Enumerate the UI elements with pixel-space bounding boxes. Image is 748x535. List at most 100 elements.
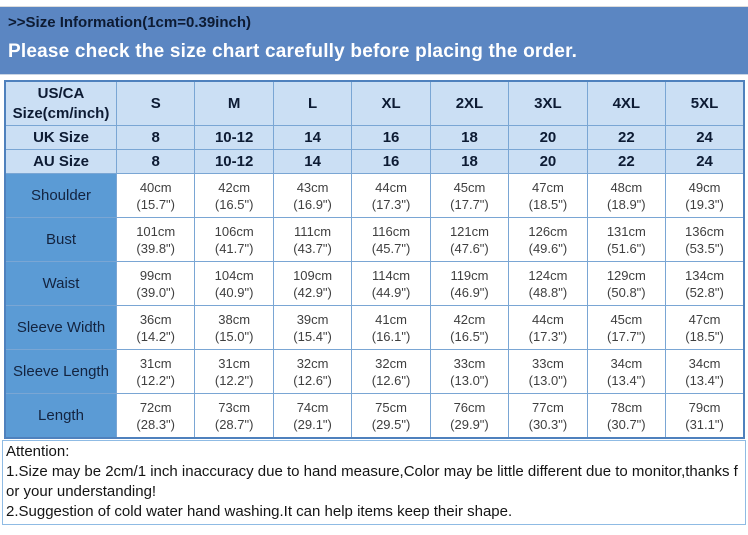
measurement-cell: 75cm (29.5") xyxy=(351,393,431,439)
inch-value: (45.7") xyxy=(371,240,411,256)
measurement-cell: 101cm (39.8") xyxy=(115,217,196,262)
cm-value: 72cm xyxy=(139,399,172,415)
cm-value: 38cm xyxy=(218,311,251,327)
cm-value: 76cm xyxy=(453,399,486,415)
size-column-header: XL xyxy=(351,80,431,126)
inch-value: (12.2") xyxy=(136,372,175,388)
inch-value: (17.7") xyxy=(607,328,646,344)
inch-value: (39.8") xyxy=(136,240,175,256)
cm-value: 49cm xyxy=(688,179,721,195)
size-value-cell: 22 xyxy=(586,125,667,150)
inch-value: (15.0") xyxy=(214,328,254,344)
measurement-row: Length 72cm (28.3") 73cm (28.7") 74cm (29.1") 7… xyxy=(4,393,745,439)
inch-value: (17.3") xyxy=(528,328,568,344)
measurement-cell: 39cm (15.4") xyxy=(272,305,353,350)
inch-value: (13.4") xyxy=(607,372,646,388)
corner-header-line1: US/CA xyxy=(37,85,85,102)
measurement-cell: 99cm (39.0") xyxy=(115,261,196,306)
inch-value: (49.6") xyxy=(528,240,568,256)
measurement-cell: 31cm (12.2") xyxy=(115,349,196,394)
cm-value: 104cm xyxy=(214,267,254,283)
measurement-label: Bust xyxy=(4,217,117,262)
measurement-cell: 124cm (48.8") xyxy=(508,261,588,306)
cm-value: 124cm xyxy=(528,267,568,283)
measurement-cell: 44cm (17.3") xyxy=(351,173,431,218)
cm-value: 34cm xyxy=(610,355,643,371)
corner-header-cell: US/CA Size(cm/inch) xyxy=(4,80,117,126)
inch-value: (28.7") xyxy=(214,416,254,432)
inch-value: (50.8") xyxy=(607,284,646,300)
size-conversion-row: UK Size 8 10-12 14 16 18 20 22 24 xyxy=(4,125,745,150)
cm-value: 45cm xyxy=(453,179,486,195)
cm-value: 78cm xyxy=(610,399,643,415)
cm-value: 47cm xyxy=(532,179,564,195)
inch-value: (39.0") xyxy=(136,284,175,300)
inch-value: (41.7") xyxy=(214,240,254,256)
measurement-cell: 114cm (44.9") xyxy=(351,261,431,306)
inch-value: (17.3") xyxy=(371,196,411,212)
cm-value: 77cm xyxy=(532,399,564,415)
size-column-header: L xyxy=(272,80,353,126)
cm-value: 34cm xyxy=(688,355,721,371)
measurement-cell: 131cm (51.6") xyxy=(586,217,667,262)
measurement-cell: 126cm (49.6") xyxy=(508,217,588,262)
measurement-cell: 45cm (17.7") xyxy=(429,173,510,218)
cm-value: 31cm xyxy=(218,355,251,371)
inch-value: (14.2") xyxy=(136,328,175,344)
attention-section: Attention: 1.Size may be 2cm/1 inch inac… xyxy=(2,440,746,525)
measurement-cell: 47cm (18.5") xyxy=(665,305,745,350)
measurement-label: Sleeve Width xyxy=(4,305,117,350)
measurement-row: Sleeve Length 31cm (12.2") 31cm (12.2") 32cm(… xyxy=(4,349,745,394)
cm-value: 47cm xyxy=(688,311,721,327)
size-column-header: M xyxy=(194,80,274,126)
inch-value: (42.9") xyxy=(293,284,332,300)
measurement-cell: 129cm (50.8") xyxy=(586,261,667,306)
size-value-cell: 10-12 xyxy=(194,149,274,174)
size-conversion-row: AU Size 8 10-12 14 16 18 20 22 24 xyxy=(4,149,745,174)
cm-value: 43cm xyxy=(296,179,329,195)
cm-value: 44cm xyxy=(532,311,564,327)
measurement-cell: 40cm (15.7") xyxy=(115,173,196,218)
measurement-cell: 78cm (30.7") xyxy=(586,393,667,439)
measurement-cell: 104cm (40.9") xyxy=(194,261,274,306)
measurement-cell: 41cm (16.1") xyxy=(351,305,431,350)
measurement-cell: 116cm (45.7") xyxy=(351,217,431,262)
measurement-label: Length xyxy=(4,393,117,439)
size-column-header: 5XL xyxy=(665,80,745,126)
cm-value: 31cm xyxy=(139,355,172,371)
cm-value: 101cm xyxy=(136,223,176,239)
cm-value: 40cm xyxy=(139,179,172,195)
cm-value: 48cm xyxy=(610,179,643,195)
measurement-row: Sleeve Width 36cm (14.2") 38cm (15.0") 39cm (1… xyxy=(4,305,745,350)
size-column-header: S xyxy=(115,80,196,126)
size-value-cell: 16 xyxy=(351,149,431,174)
measurement-cell: 121cm (47.6") xyxy=(429,217,510,262)
attention-heading: Attention: xyxy=(6,443,70,460)
size-value-cell: 14 xyxy=(272,125,353,150)
cm-value: 33cm xyxy=(532,355,564,371)
measurement-cell: 32cm (12.6") xyxy=(351,349,431,394)
measurement-cell: 47cm (18.5") xyxy=(508,173,588,218)
inch-value: (18.5") xyxy=(685,328,724,344)
inch-value: (13.4") xyxy=(685,372,724,388)
measurement-cell: 77cm (30.3") xyxy=(508,393,588,439)
measurement-cell: 48cm (18.9") xyxy=(586,173,667,218)
size-column-header: 4XL xyxy=(586,80,667,126)
size-value-cell: 14 xyxy=(272,149,353,174)
measurement-cell: 134cm (52.8") xyxy=(665,261,745,306)
size-column-header: 3XL xyxy=(508,80,588,126)
inch-value: (16.1") xyxy=(371,328,411,344)
inch-value: (13.0") xyxy=(450,372,489,388)
measurement-cell: 42cm (16.5") xyxy=(429,305,510,350)
cm-value: 119cm xyxy=(450,267,489,283)
inch-value: (29.5") xyxy=(371,416,411,432)
cm-value: 131cm xyxy=(606,223,646,239)
measurement-row: Shoulder 40cm (15.7") 42cm (16.5") 43cm (16.9"… xyxy=(4,173,745,218)
measurement-cell: 109cm (42.9") xyxy=(272,261,353,306)
inch-value: (16.5") xyxy=(450,328,489,344)
corner-header-line2: Size(cm/inch) xyxy=(12,104,110,122)
measurement-label: Sleeve Length xyxy=(4,349,117,394)
inch-value: (18.5") xyxy=(528,196,568,212)
inch-value: (15.7") xyxy=(136,196,175,212)
inch-value: (17.7") xyxy=(450,196,489,212)
